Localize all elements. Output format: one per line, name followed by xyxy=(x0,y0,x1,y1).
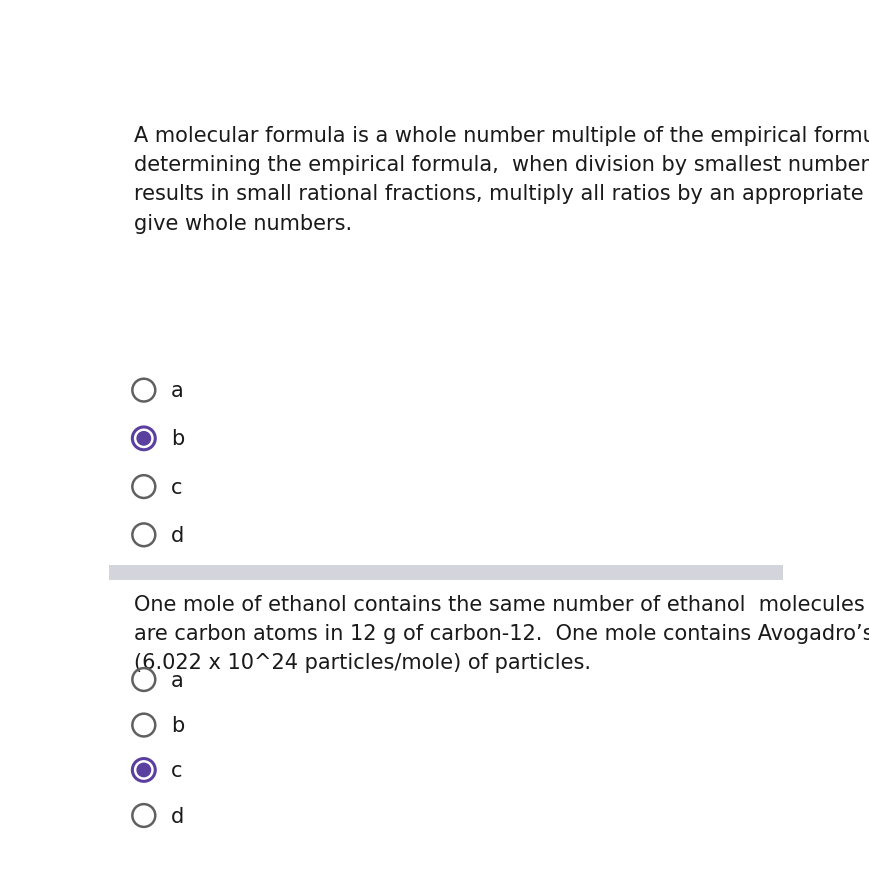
Text: a: a xyxy=(170,381,183,401)
Bar xyxy=(109,566,782,580)
Text: d: d xyxy=(170,806,184,826)
Text: c: c xyxy=(170,477,182,497)
Text: One mole of ethanol contains the same number of ethanol  molecules as there
are : One mole of ethanol contains the same nu… xyxy=(134,594,869,673)
Circle shape xyxy=(137,432,150,446)
Text: d: d xyxy=(170,525,184,545)
Text: c: c xyxy=(170,760,182,780)
Text: A molecular formula is a whole number multiple of the empirical formula.  In
det: A molecular formula is a whole number mu… xyxy=(134,126,869,234)
Text: b: b xyxy=(170,429,184,448)
Text: a: a xyxy=(170,670,183,690)
Circle shape xyxy=(137,763,150,777)
Text: b: b xyxy=(170,715,184,735)
